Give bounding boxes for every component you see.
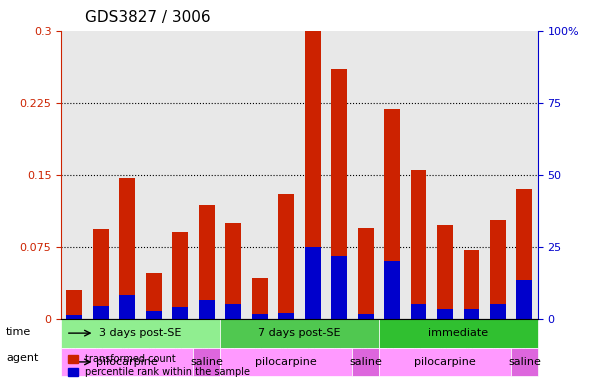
Bar xyxy=(278,313,294,319)
Bar xyxy=(432,31,458,319)
Text: agent: agent xyxy=(6,353,38,363)
FancyBboxPatch shape xyxy=(379,319,538,348)
Bar xyxy=(384,261,400,319)
Bar xyxy=(278,194,294,319)
Bar xyxy=(172,307,188,319)
Bar xyxy=(225,304,241,319)
Bar xyxy=(411,170,426,319)
Bar xyxy=(167,31,194,319)
Text: time: time xyxy=(6,327,31,337)
Bar xyxy=(511,31,538,319)
Bar xyxy=(437,225,453,319)
Bar xyxy=(331,69,347,319)
Text: pilocarpine: pilocarpine xyxy=(97,357,158,367)
Bar xyxy=(61,31,87,319)
Bar xyxy=(114,31,141,319)
Bar xyxy=(87,31,114,319)
Bar xyxy=(252,278,268,319)
Text: GDS3827 / 3006: GDS3827 / 3006 xyxy=(85,10,211,25)
Bar xyxy=(379,31,405,319)
Text: 7 days post-SE: 7 days post-SE xyxy=(258,328,341,338)
Legend: transformed count, percentile rank within the sample: transformed count, percentile rank withi… xyxy=(66,353,252,379)
Text: saline: saline xyxy=(190,357,223,367)
Bar xyxy=(273,31,299,319)
Bar xyxy=(464,250,480,319)
Bar xyxy=(146,273,162,319)
Text: pilocarpine: pilocarpine xyxy=(414,357,476,367)
Bar xyxy=(199,300,214,319)
Bar xyxy=(225,223,241,319)
Bar xyxy=(305,247,321,319)
Bar xyxy=(384,109,400,319)
FancyBboxPatch shape xyxy=(353,348,379,376)
Bar xyxy=(119,295,135,319)
FancyBboxPatch shape xyxy=(220,348,353,376)
Bar xyxy=(305,31,321,319)
Bar xyxy=(141,31,167,319)
FancyBboxPatch shape xyxy=(220,319,379,348)
Bar xyxy=(464,309,480,319)
Text: 3 days post-SE: 3 days post-SE xyxy=(100,328,181,338)
Bar xyxy=(93,230,109,319)
Bar xyxy=(194,31,220,319)
Bar xyxy=(357,227,373,319)
Bar xyxy=(246,31,273,319)
Bar xyxy=(490,304,506,319)
FancyBboxPatch shape xyxy=(511,348,538,376)
Text: immediate: immediate xyxy=(428,328,488,338)
FancyBboxPatch shape xyxy=(194,348,220,376)
Bar xyxy=(516,189,532,319)
Bar xyxy=(146,311,162,319)
Bar xyxy=(458,31,485,319)
Bar xyxy=(353,31,379,319)
Bar xyxy=(93,306,109,319)
Bar xyxy=(199,205,214,319)
Bar xyxy=(67,315,82,319)
Bar xyxy=(252,314,268,319)
Bar xyxy=(299,31,326,319)
Bar xyxy=(326,31,353,319)
Bar xyxy=(485,31,511,319)
Text: saline: saline xyxy=(349,357,382,367)
Bar xyxy=(172,232,188,319)
Bar xyxy=(490,220,506,319)
Bar xyxy=(437,309,453,319)
Bar xyxy=(220,31,246,319)
Text: pilocarpine: pilocarpine xyxy=(255,357,317,367)
Bar xyxy=(411,304,426,319)
FancyBboxPatch shape xyxy=(61,319,220,348)
Bar xyxy=(119,177,135,319)
Bar xyxy=(516,280,532,319)
Bar xyxy=(331,257,347,319)
FancyBboxPatch shape xyxy=(379,348,511,376)
FancyBboxPatch shape xyxy=(61,348,194,376)
Bar xyxy=(405,31,432,319)
Bar xyxy=(67,290,82,319)
Text: saline: saline xyxy=(508,357,541,367)
Bar xyxy=(357,314,373,319)
